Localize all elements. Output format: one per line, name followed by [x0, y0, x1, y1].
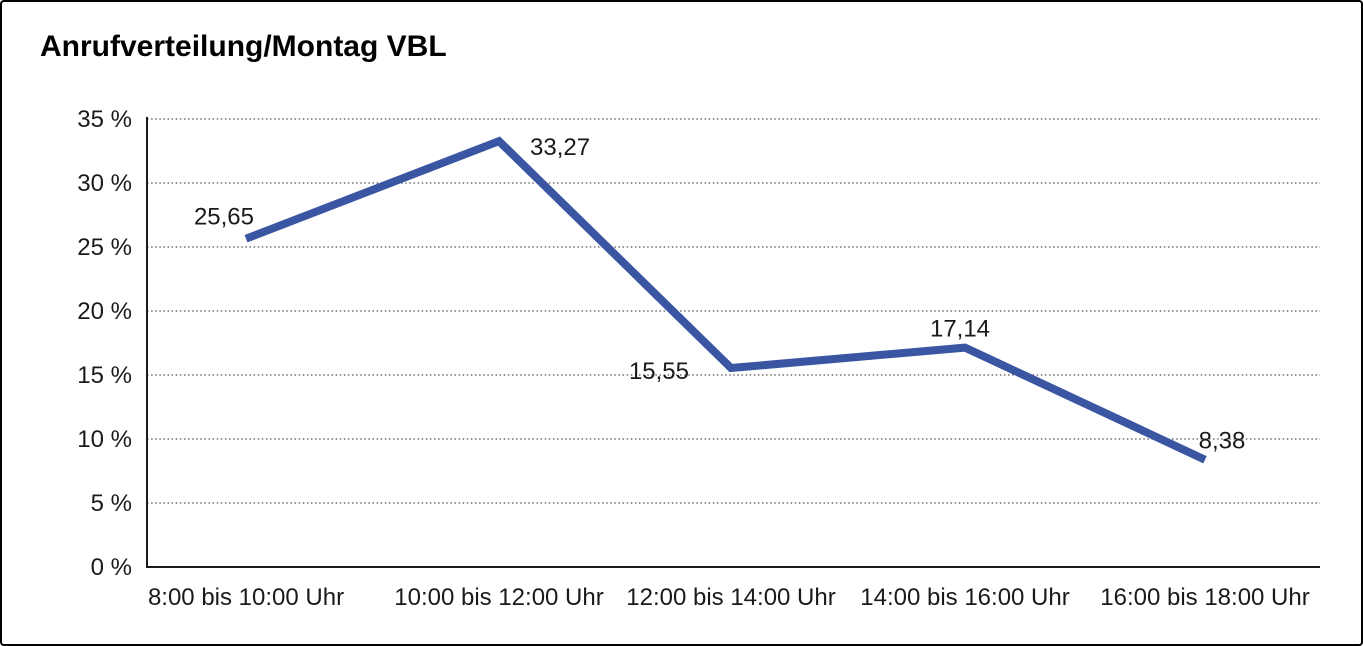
y-tick-label: 5 %	[91, 490, 132, 517]
x-axis-label: 14:00 bis 16:00 Uhr	[860, 584, 1069, 611]
x-axis-label: 12:00 bis 14:00 Uhr	[626, 584, 835, 611]
y-tick-label: 35 %	[77, 106, 132, 133]
y-tick-label: 25 %	[77, 234, 132, 261]
chart-title: Anrufverteilung/Montag VBL	[40, 30, 447, 63]
data-point-label: 33,27	[530, 134, 590, 161]
y-tick-label: 20 %	[77, 298, 132, 325]
y-tick-label: 10 %	[77, 426, 132, 453]
y-tick-label: 0 %	[91, 554, 132, 581]
data-line	[244, 136, 1207, 464]
y-tick-label: 30 %	[77, 170, 132, 197]
data-point-label: 17,14	[930, 316, 990, 343]
data-point-label: 25,65	[194, 204, 254, 231]
x-axis-label: 10:00 bis 12:00 Uhr	[394, 584, 603, 611]
x-axis-label: 8:00 bis 10:00 Uhr	[148, 584, 344, 611]
data-point-label: 15,55	[629, 358, 689, 385]
x-axis-label: 16:00 bis 18:00 Uhr	[1100, 584, 1309, 611]
data-point-label: 8,38	[1199, 428, 1246, 455]
y-tick-label: 15 %	[77, 362, 132, 389]
